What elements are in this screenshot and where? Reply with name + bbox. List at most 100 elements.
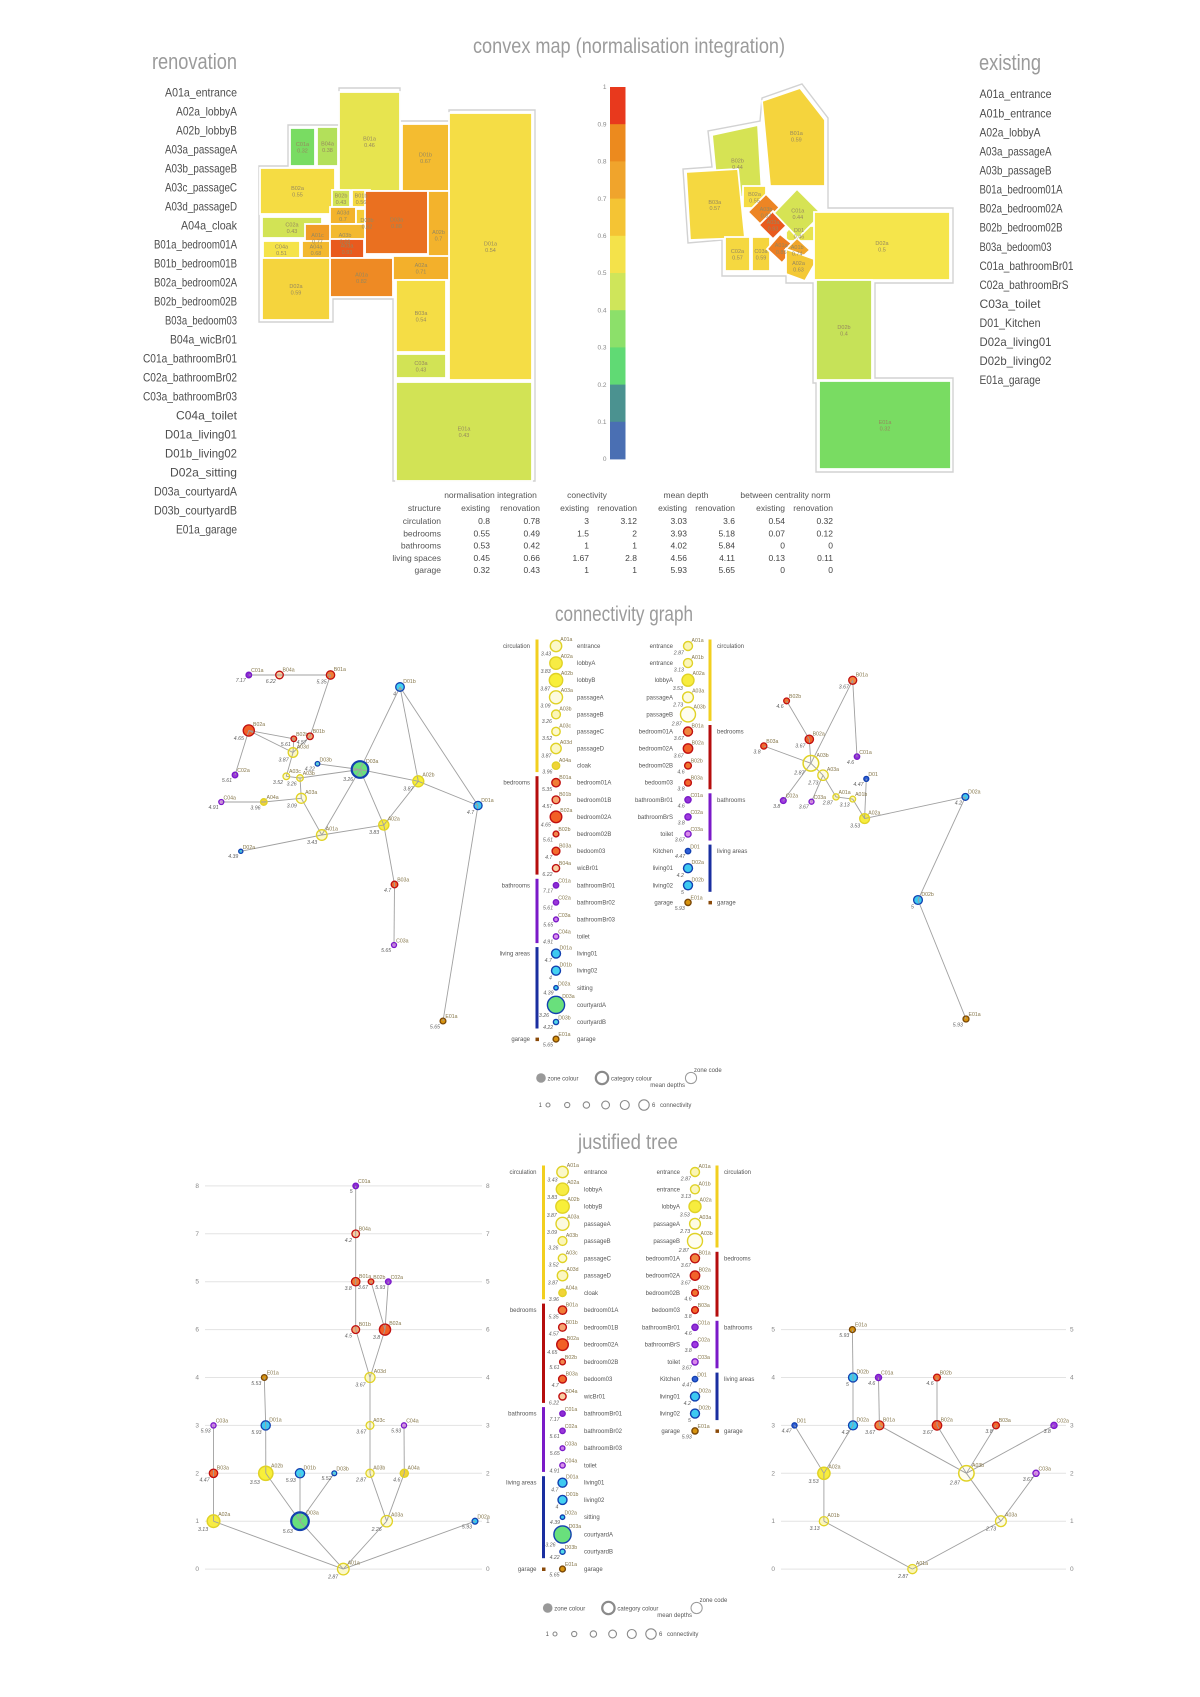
svg-text:1: 1 bbox=[1070, 1518, 1074, 1525]
svg-text:A04a: A04a bbox=[408, 1466, 420, 1472]
svg-text:3: 3 bbox=[486, 1422, 490, 1429]
svg-text:8: 8 bbox=[486, 1183, 490, 1190]
svg-text:4: 4 bbox=[486, 1375, 490, 1382]
svg-text:bedroom01A: bedroom01A bbox=[646, 1256, 680, 1262]
svg-text:B02b: B02b bbox=[789, 694, 801, 700]
svg-text:C03a_bathroomBr03: C03a_bathroomBr03 bbox=[143, 390, 237, 404]
svg-text:A01a: A01a bbox=[699, 1164, 711, 1170]
svg-text:wicBr01: wicBr01 bbox=[576, 866, 599, 872]
svg-text:4.47: 4.47 bbox=[675, 854, 686, 860]
svg-text:A02a: A02a bbox=[700, 1198, 712, 1204]
svg-text:C02a_bathroomBr02: C02a_bathroomBr02 bbox=[143, 371, 237, 385]
svg-text:4.2: 4.2 bbox=[684, 1401, 691, 1407]
svg-text:3.53: 3.53 bbox=[850, 824, 860, 830]
svg-text:0.8: 0.8 bbox=[478, 516, 490, 526]
svg-text:E01a: E01a bbox=[458, 427, 472, 433]
svg-text:A03d: A03d bbox=[560, 740, 572, 746]
svg-text:C01a: C01a bbox=[881, 1371, 894, 1377]
svg-text:Kitchen: Kitchen bbox=[653, 849, 673, 855]
svg-text:living01: living01 bbox=[584, 1481, 605, 1487]
svg-text:4.6: 4.6 bbox=[868, 1381, 875, 1387]
svg-text:4.39: 4.39 bbox=[228, 854, 238, 860]
svg-text:5: 5 bbox=[681, 890, 684, 896]
svg-text:A03c: A03c bbox=[559, 724, 571, 730]
svg-text:living01: living01 bbox=[660, 1394, 681, 1400]
svg-text:0.82: 0.82 bbox=[356, 279, 367, 285]
svg-text:A03a: A03a bbox=[305, 790, 317, 796]
svg-text:0.43: 0.43 bbox=[459, 433, 470, 439]
svg-text:A04a: A04a bbox=[310, 245, 324, 251]
svg-text:0.11: 0.11 bbox=[817, 553, 833, 563]
svg-text:renovation: renovation bbox=[597, 503, 637, 513]
svg-text:C01a: C01a bbox=[691, 793, 704, 799]
svg-text:4.7: 4.7 bbox=[551, 1487, 559, 1493]
svg-text:A02a: A02a bbox=[567, 1180, 579, 1186]
svg-text:2.87: 2.87 bbox=[327, 1575, 339, 1581]
svg-text:4.22: 4.22 bbox=[550, 1555, 560, 1561]
svg-text:B01a: B01a bbox=[559, 775, 571, 781]
svg-text:C02a_bathroomBrS: C02a_bathroomBrS bbox=[980, 278, 1069, 292]
svg-text:B02a: B02a bbox=[699, 1268, 711, 1274]
svg-text:6: 6 bbox=[195, 1327, 199, 1334]
svg-text:2.87: 2.87 bbox=[822, 800, 834, 806]
svg-text:5: 5 bbox=[195, 1279, 199, 1286]
svg-text:0.43: 0.43 bbox=[287, 229, 298, 235]
svg-text:0.38: 0.38 bbox=[322, 148, 333, 154]
svg-text:5.18: 5.18 bbox=[718, 528, 735, 538]
svg-text:A01a_entrance: A01a_entrance bbox=[165, 86, 237, 100]
svg-text:conectivity: conectivity bbox=[567, 490, 607, 500]
svg-text:0: 0 bbox=[195, 1566, 199, 1573]
svg-text:5.93: 5.93 bbox=[286, 1478, 296, 1484]
svg-text:0.55: 0.55 bbox=[749, 199, 760, 205]
svg-text:bathrooms: bathrooms bbox=[717, 798, 745, 804]
svg-text:A03b: A03b bbox=[566, 1233, 578, 1239]
svg-text:E01a: E01a bbox=[445, 1014, 457, 1020]
svg-text:4.57: 4.57 bbox=[297, 740, 308, 746]
svg-text:3.67: 3.67 bbox=[682, 1365, 693, 1371]
svg-text:C03a: C03a bbox=[216, 1419, 229, 1425]
svg-text:A02a: A02a bbox=[828, 1464, 840, 1470]
svg-text:5.65: 5.65 bbox=[718, 565, 735, 575]
svg-text:B02a: B02a bbox=[291, 186, 305, 192]
svg-text:5.93: 5.93 bbox=[201, 1429, 211, 1435]
svg-text:0.68: 0.68 bbox=[311, 251, 322, 257]
svg-text:garage: garage bbox=[724, 1429, 743, 1435]
svg-text:0.3: 0.3 bbox=[597, 345, 606, 352]
svg-text:A02a_lobbyA: A02a_lobbyA bbox=[176, 105, 237, 119]
svg-text:E01a: E01a bbox=[565, 1562, 577, 1568]
svg-text:A03c: A03c bbox=[566, 1251, 578, 1257]
svg-text:B03a: B03a bbox=[397, 877, 409, 883]
svg-text:C01a_bathroomBr01: C01a_bathroomBr01 bbox=[980, 259, 1074, 273]
svg-text:C04a: C04a bbox=[224, 795, 237, 801]
svg-text:0.5: 0.5 bbox=[878, 248, 886, 254]
svg-text:mean depths: mean depths bbox=[657, 1613, 692, 1619]
svg-text:0.67: 0.67 bbox=[420, 159, 431, 165]
svg-text:A03b: A03b bbox=[817, 753, 829, 759]
svg-text:C03a: C03a bbox=[754, 249, 768, 255]
svg-text:4.91: 4.91 bbox=[549, 1469, 559, 1475]
svg-text:structure: structure bbox=[408, 503, 441, 513]
svg-text:0.44: 0.44 bbox=[792, 215, 803, 221]
svg-text:B04a: B04a bbox=[321, 142, 335, 148]
svg-text:entrance: entrance bbox=[657, 1170, 681, 1176]
svg-text:A03b: A03b bbox=[559, 707, 571, 713]
svg-text:0.45: 0.45 bbox=[473, 553, 490, 563]
svg-text:B03a: B03a bbox=[766, 739, 778, 745]
svg-text:D02a: D02a bbox=[477, 1514, 490, 1520]
svg-text:0.4: 0.4 bbox=[840, 332, 848, 338]
svg-text:7: 7 bbox=[486, 1231, 490, 1238]
svg-text:B02a: B02a bbox=[692, 740, 704, 746]
svg-text:bathroomBr03: bathroomBr03 bbox=[584, 1446, 623, 1452]
svg-text:lobbyA: lobbyA bbox=[577, 661, 595, 667]
svg-text:A01a: A01a bbox=[355, 273, 369, 279]
svg-text:bedroom01A: bedroom01A bbox=[584, 1308, 618, 1314]
svg-text:bedroom01A: bedroom01A bbox=[639, 730, 673, 736]
svg-text:D02b: D02b bbox=[699, 1406, 712, 1412]
svg-text:A02b: A02b bbox=[432, 230, 445, 236]
svg-text:B02a: B02a bbox=[560, 808, 572, 814]
svg-text:D01a_living01: D01a_living01 bbox=[165, 428, 237, 442]
svg-text:B03a: B03a bbox=[999, 1418, 1011, 1424]
svg-text:D02a: D02a bbox=[558, 981, 571, 987]
svg-text:2: 2 bbox=[771, 1470, 775, 1477]
svg-text:5.63: 5.63 bbox=[283, 1529, 293, 1535]
